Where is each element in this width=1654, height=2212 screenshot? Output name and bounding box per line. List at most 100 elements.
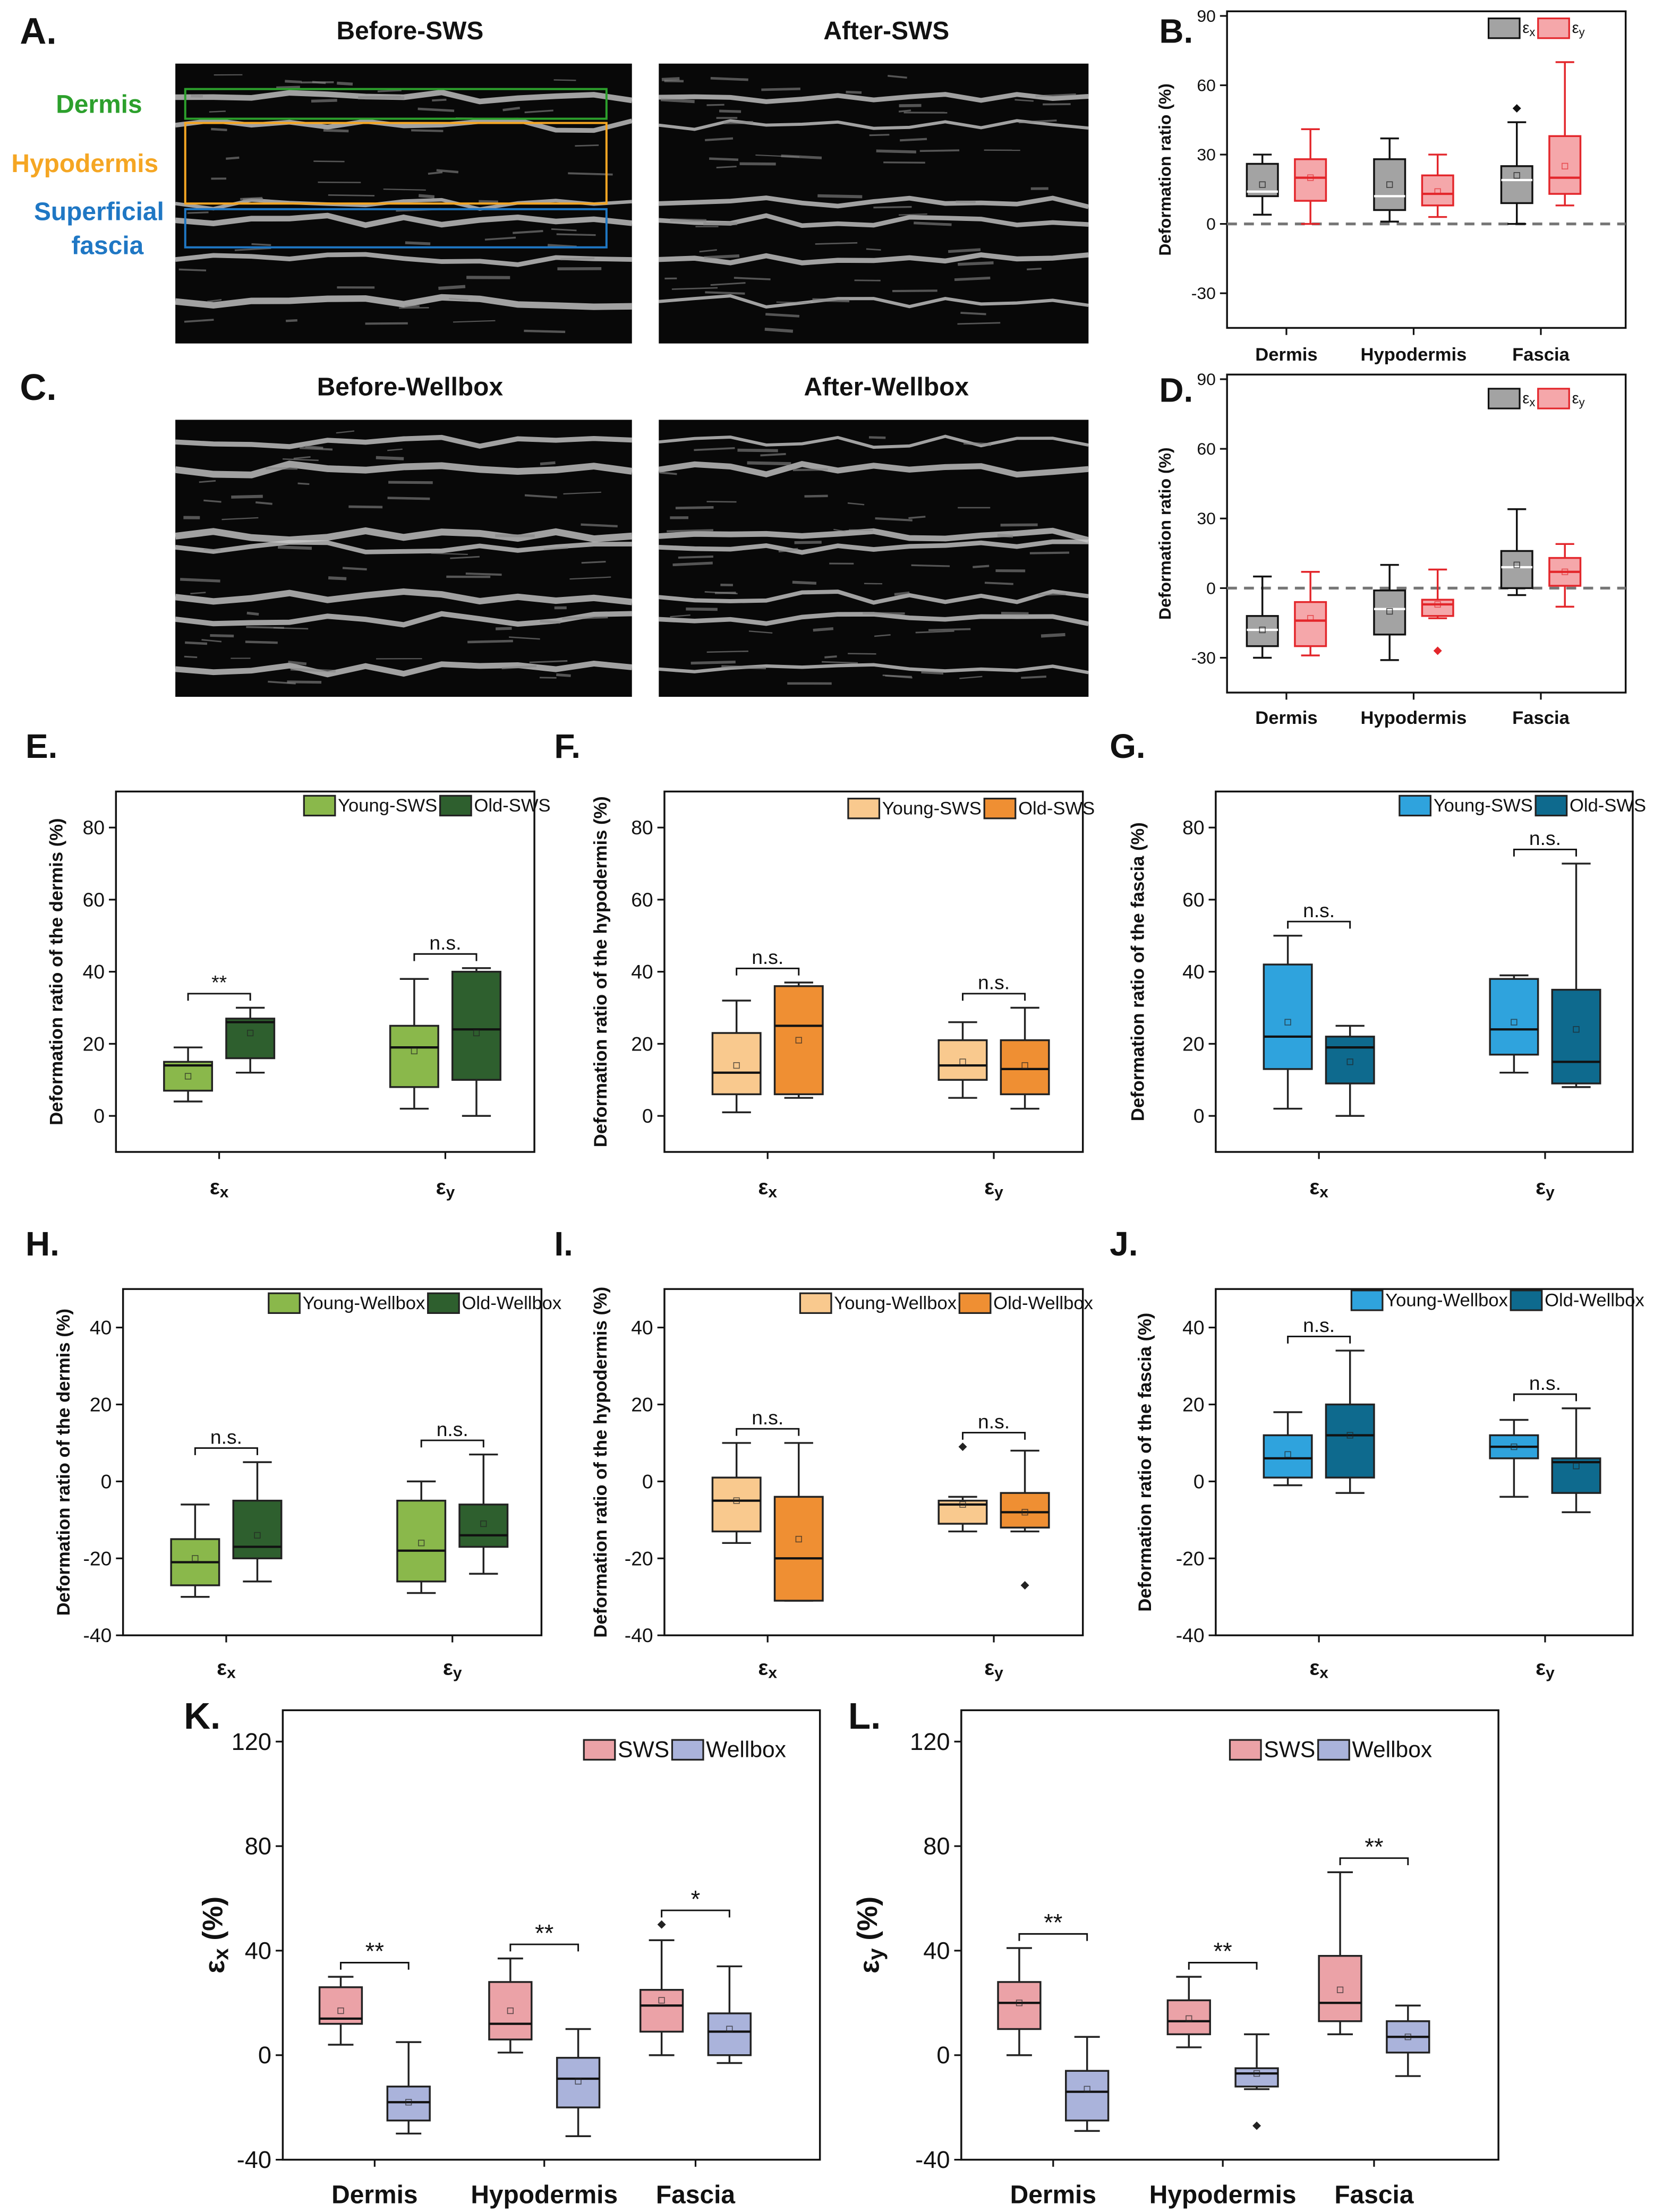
mean	[1346, 1058, 1353, 1065]
legend-key	[1317, 1739, 1350, 1761]
box	[1263, 963, 1313, 1070]
x-tick-label: Dermis	[1010, 2181, 1096, 2209]
legend-label: Old-Wellbox	[993, 1293, 1093, 1313]
mean	[795, 1535, 802, 1543]
box	[389, 1024, 439, 1088]
legend-key	[1399, 795, 1431, 817]
speckle	[748, 630, 773, 634]
mean	[1513, 172, 1520, 179]
significance-label: n.s.	[978, 971, 1010, 994]
box	[1500, 165, 1533, 204]
speckle	[824, 655, 837, 659]
speckle	[822, 661, 858, 664]
speckle	[268, 680, 296, 685]
speckle	[432, 98, 447, 102]
y-tick-label: 40	[90, 1317, 112, 1339]
legend-label: SWS	[1264, 1737, 1315, 1763]
legend-key	[1487, 388, 1521, 409]
speckle	[509, 636, 540, 640]
speckle	[323, 129, 349, 133]
significance-label: *	[691, 1885, 701, 1912]
mean	[473, 1029, 480, 1037]
speckle	[203, 499, 221, 503]
box	[1551, 988, 1601, 1084]
significance-bracket	[194, 1447, 258, 1455]
speckle	[569, 576, 611, 580]
mean	[418, 1540, 425, 1547]
speckle	[318, 181, 361, 183]
legend-label: εy	[1572, 20, 1585, 38]
speckle	[719, 109, 741, 113]
x-tick-label: εx	[758, 1176, 777, 1201]
panel-label: L.	[848, 1695, 881, 1737]
mean	[405, 2099, 412, 2106]
speckle	[465, 572, 502, 576]
speckle	[760, 452, 786, 457]
legend-label: Young-SWS	[882, 798, 982, 818]
tissue-band	[659, 92, 1089, 104]
y-axis-title: Deformation ratio of the hypodermis (%)	[591, 1287, 611, 1638]
legend-key	[983, 798, 1017, 819]
speckle	[450, 556, 480, 559]
y-axis-title: εx (%)	[197, 1897, 233, 1974]
legend-label: Young-Wellbox	[303, 1293, 425, 1313]
mean	[1511, 1444, 1517, 1450]
speckle	[849, 529, 873, 531]
mean	[959, 1058, 966, 1065]
box	[1551, 1457, 1601, 1494]
y-tick-label: 0	[936, 2042, 950, 2069]
speckle	[817, 194, 863, 199]
mean	[192, 1555, 199, 1562]
speckle	[383, 188, 426, 191]
speckle	[764, 327, 794, 333]
speckle	[882, 674, 912, 678]
y-tick-label: -30	[1191, 648, 1216, 667]
box	[707, 2012, 752, 2056]
y-tick-label: 90	[1197, 370, 1216, 389]
significance-bracket	[962, 993, 1026, 1001]
significance-bracket	[509, 1943, 579, 1952]
speckle	[255, 501, 272, 505]
mean	[254, 1532, 261, 1539]
legend-key	[799, 1292, 832, 1314]
speckle	[387, 448, 403, 451]
mean	[1573, 1026, 1580, 1033]
speckle	[734, 277, 771, 280]
speckle	[428, 171, 443, 175]
mean	[184, 1073, 192, 1080]
y-tick-label: -40	[83, 1624, 112, 1646]
speckle	[875, 517, 913, 522]
speckle	[540, 461, 556, 466]
significance-bracket	[736, 967, 800, 976]
speckle	[438, 285, 466, 290]
x-tick-label: Hypodermis	[471, 2181, 618, 2209]
speckle	[575, 144, 599, 147]
speckle	[911, 564, 950, 567]
speckle	[705, 137, 734, 141]
mean	[1307, 174, 1314, 181]
box	[1246, 615, 1279, 647]
legend-label: SWS	[618, 1737, 669, 1763]
speckle	[804, 494, 828, 498]
significance-bracket	[1339, 1857, 1409, 1865]
mean	[1284, 1019, 1291, 1026]
layer-label: Hypodermis	[11, 150, 158, 178]
mean	[1346, 1432, 1353, 1439]
significance-bracket	[962, 1432, 1026, 1440]
panel-label: A.	[20, 11, 56, 52]
legend-label: εx	[1522, 390, 1535, 408]
box	[711, 1032, 762, 1096]
significance-label: n.s.	[978, 1410, 1010, 1432]
tissue-band	[175, 661, 633, 678]
plot-frame	[960, 1709, 1499, 2161]
speckle	[290, 668, 336, 673]
speckle	[963, 441, 992, 446]
box	[488, 1981, 533, 2040]
speckle	[919, 149, 960, 152]
speckle	[747, 461, 791, 466]
x-tick-label: εy	[984, 1656, 1003, 1681]
y-axis-title: Deformation ratio of the dermis (%)	[47, 818, 67, 1125]
x-tick-label: Hypodermis	[1361, 708, 1467, 728]
speckle	[847, 502, 865, 506]
mean	[726, 2026, 733, 2032]
